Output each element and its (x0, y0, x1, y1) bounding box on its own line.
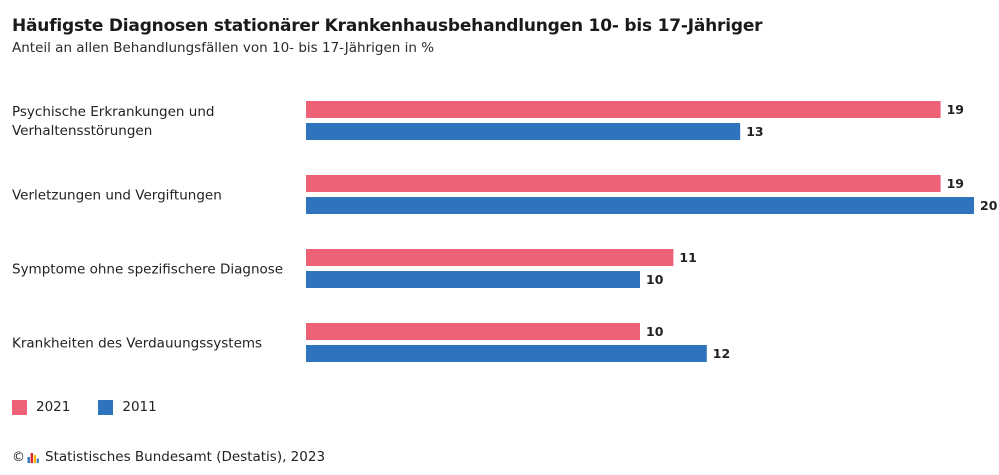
legend-swatch-2011 (98, 399, 114, 415)
legend-label-2021: 2021 (36, 399, 71, 415)
legend-item-2021: 2021 (12, 399, 70, 415)
category-label-2: Verletzungen und Vergiftungen (12, 188, 222, 204)
value-label-2011-1: 13 (746, 124, 763, 139)
bar-2011-2 (306, 197, 974, 214)
category-label-3: Symptome ohne spezifischere Diagnose (12, 262, 283, 278)
bar-2021-1 (306, 101, 941, 118)
bar-2011-1 (306, 123, 741, 140)
legend: 2021 2011 (12, 399, 185, 415)
bar-2011-4 (306, 345, 707, 362)
chart-subtitle: Anteil an allen Behandlungsfällen von 10… (12, 40, 435, 56)
value-label-2021-3: 11 (679, 250, 696, 265)
value-label-2011-3: 10 (646, 272, 664, 287)
destatis-logo-icon (27, 453, 39, 463)
bar-2011-3 (306, 271, 640, 288)
copyright-symbol: © (12, 449, 25, 465)
legend-item-2011: 2011 (98, 399, 157, 415)
legend-label-2011: 2011 (122, 399, 157, 415)
bar-2021-4 (306, 323, 640, 340)
value-label-2011-2: 20 (980, 198, 998, 213)
legend-swatch-2021 (12, 399, 27, 415)
category-label-1-line-2: Verhaltensstörungen (12, 123, 152, 139)
value-label-2021-1: 19 (947, 102, 964, 117)
category-label-4: Krankheiten des Verdauungssystems (12, 336, 262, 352)
bar-2021-3 (306, 249, 674, 266)
value-label-2011-4: 12 (713, 346, 730, 361)
bar-2021-2 (306, 175, 941, 192)
value-label-2021-4: 10 (646, 324, 664, 339)
value-label-2021-2: 19 (947, 176, 964, 191)
category-label-1-line-1: Psychische Erkrankungen und (12, 104, 214, 120)
source-footer: © Statistisches Bundesamt (Destatis), 20… (12, 449, 325, 465)
source-text: Statistisches Bundesamt (Destatis), 2023 (45, 449, 326, 465)
chart-title: Häufigste Diagnosen stationärer Krankenh… (12, 16, 763, 36)
